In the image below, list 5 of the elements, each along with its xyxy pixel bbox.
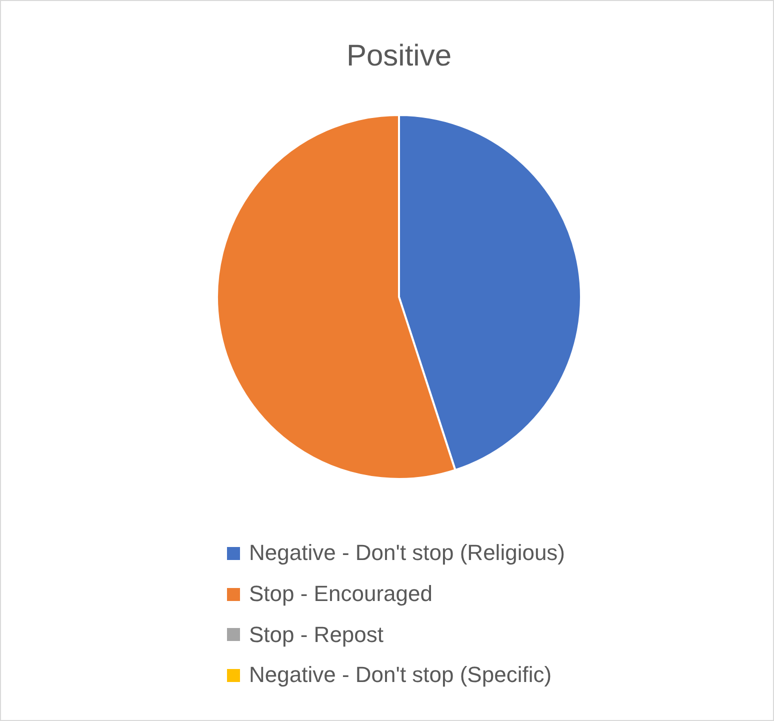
- legend-label: Stop - Encouraged: [249, 581, 432, 608]
- legend-label: Stop - Repost: [249, 622, 384, 648]
- legend-label: Negative - Don't stop (Specific): [249, 662, 552, 688]
- legend-label: Negative - Don't stop (Religious): [249, 540, 566, 566]
- chart-title: Positive: [346, 39, 452, 72]
